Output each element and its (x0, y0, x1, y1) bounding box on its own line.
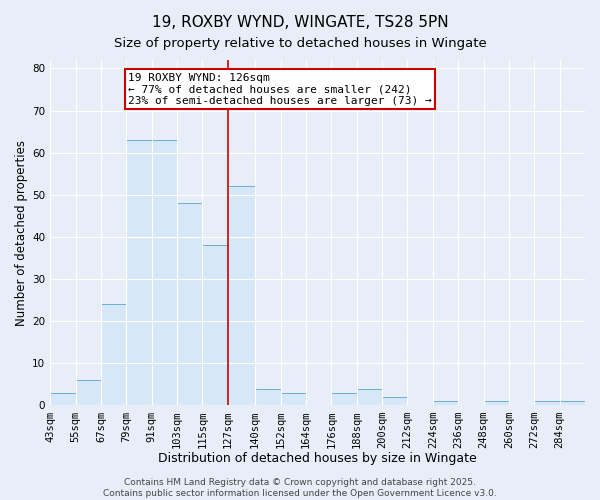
Bar (228, 186, 255, 406)
Text: Size of property relative to detached houses in Wingate: Size of property relative to detached ho… (113, 38, 487, 51)
Bar (255, 388, 281, 406)
Bar (126, 140, 152, 406)
Bar (356, 388, 382, 406)
Bar (101, 304, 126, 406)
Bar (202, 246, 228, 406)
Text: 19, ROXBY WYND, WINGATE, TS28 5PN: 19, ROXBY WYND, WINGATE, TS28 5PN (152, 15, 448, 30)
Bar (534, 402, 560, 406)
Bar (50, 393, 76, 406)
Bar (331, 393, 356, 406)
Bar (177, 203, 202, 406)
Bar (76, 380, 101, 406)
Bar (382, 397, 407, 406)
X-axis label: Distribution of detached houses by size in Wingate: Distribution of detached houses by size … (158, 452, 477, 465)
Bar (433, 402, 458, 406)
Text: 19 ROXBY WYND: 126sqm
← 77% of detached houses are smaller (242)
23% of semi-det: 19 ROXBY WYND: 126sqm ← 77% of detached … (128, 72, 432, 106)
Y-axis label: Number of detached properties: Number of detached properties (15, 140, 28, 326)
Bar (484, 402, 509, 406)
Bar (281, 393, 306, 406)
Text: Contains HM Land Registry data © Crown copyright and database right 2025.
Contai: Contains HM Land Registry data © Crown c… (103, 478, 497, 498)
Bar (152, 140, 177, 406)
Bar (560, 402, 585, 406)
